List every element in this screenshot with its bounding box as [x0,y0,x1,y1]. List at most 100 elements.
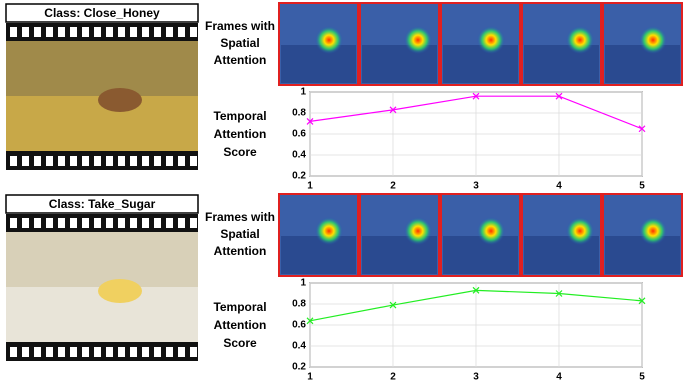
attention-heat [477,217,505,245]
object [98,279,142,303]
y-tick-label: 1 [300,87,306,98]
film-hole [10,218,17,228]
x-tick-label: 4 [556,181,562,192]
film-hole [166,347,173,357]
film-hole [70,27,77,37]
y-tick-label: 0.2 [292,362,306,373]
film-hole [10,347,17,357]
film-hole [130,156,137,166]
frames-label: Attention [214,53,267,67]
film-hole [46,347,53,357]
frame-shade [281,45,356,83]
film-hole [190,27,197,37]
film-hole [94,347,101,357]
x-tick-label: 1 [307,181,313,192]
x-tick-label: 5 [639,372,645,381]
film-hole [106,347,113,357]
film-hole [82,27,89,37]
film-hole [34,347,41,357]
attention-heat [639,26,667,54]
film-hole [46,27,53,37]
film-hole [106,27,113,37]
film-hole [106,218,113,228]
film-hole [118,27,125,37]
film-hole [70,218,77,228]
x-tick-label: 1 [307,372,313,381]
y-tick-label: 1 [300,278,306,289]
attention-heat [566,217,594,245]
film-hole [70,156,77,166]
y-axis-label: Score [223,336,257,350]
film-hole [178,156,185,166]
film-hole [178,347,185,357]
film-hole [22,27,29,37]
film-hole [82,218,89,228]
y-axis-label: Attention [214,127,267,141]
x-tick-label: 2 [390,181,396,192]
film-hole [130,218,137,228]
frames-label: Spatial [220,227,259,241]
film-hole [142,218,149,228]
film-hole [154,156,161,166]
x-tick-label: 5 [639,181,645,192]
x-tick-label: 3 [473,181,479,192]
film-hole [10,27,17,37]
film-hole [190,347,197,357]
attention-heat [639,217,667,245]
y-axis-label: Score [223,145,257,159]
film-hole [118,218,125,228]
frames-label: Frames with [205,210,275,224]
figure: Class: Close_Honey Frames with Spatial Atte… [0,0,684,381]
frame-shade [443,45,518,83]
film-hole [118,156,125,166]
y-tick-label: 0.6 [292,129,306,140]
film-hole [70,347,77,357]
film-hole [142,347,149,357]
y-tick-label: 0.6 [292,320,306,331]
film-hole [154,27,161,37]
attention-heat [404,26,432,54]
y-axis-label: Attention [214,318,267,332]
film-hole [22,347,29,357]
film-hole [142,156,149,166]
film-hole [34,156,41,166]
film-hole [94,27,101,37]
frame-shade [605,45,680,83]
attention-heat [315,217,343,245]
x-tick-label: 2 [390,372,396,381]
film-hole [22,156,29,166]
film-hole [190,218,197,228]
film-hole [46,218,53,228]
film-hole [46,156,53,166]
frame-shade [605,236,680,274]
film-hole [34,218,41,228]
y-tick-label: 0.8 [292,299,306,310]
class-label: Class: Take_Sugar [49,197,156,211]
y-axis-label: Temporal [213,300,266,314]
film-hole [130,27,137,37]
frames-label: Spatial [220,36,259,50]
film-hole [178,218,185,228]
film-hole [106,156,113,166]
film-hole [94,218,101,228]
film-hole [166,218,173,228]
attention-heat [315,26,343,54]
y-tick-label: 0.8 [292,108,306,119]
film-hole [10,156,17,166]
film-hole [58,156,65,166]
object [98,88,142,112]
attention-heat [566,26,594,54]
film-hole [82,156,89,166]
y-tick-label: 0.4 [292,150,306,161]
frame-shade [443,236,518,274]
film-hole [166,156,173,166]
frames-label: Frames with [205,19,275,33]
film-hole [154,218,161,228]
class-label: Class: Close_Honey [44,6,160,20]
film-hole [58,347,65,357]
film-hole [94,156,101,166]
frame-shade [281,236,356,274]
film-hole [58,27,65,37]
film-hole [34,27,41,37]
film-hole [58,218,65,228]
